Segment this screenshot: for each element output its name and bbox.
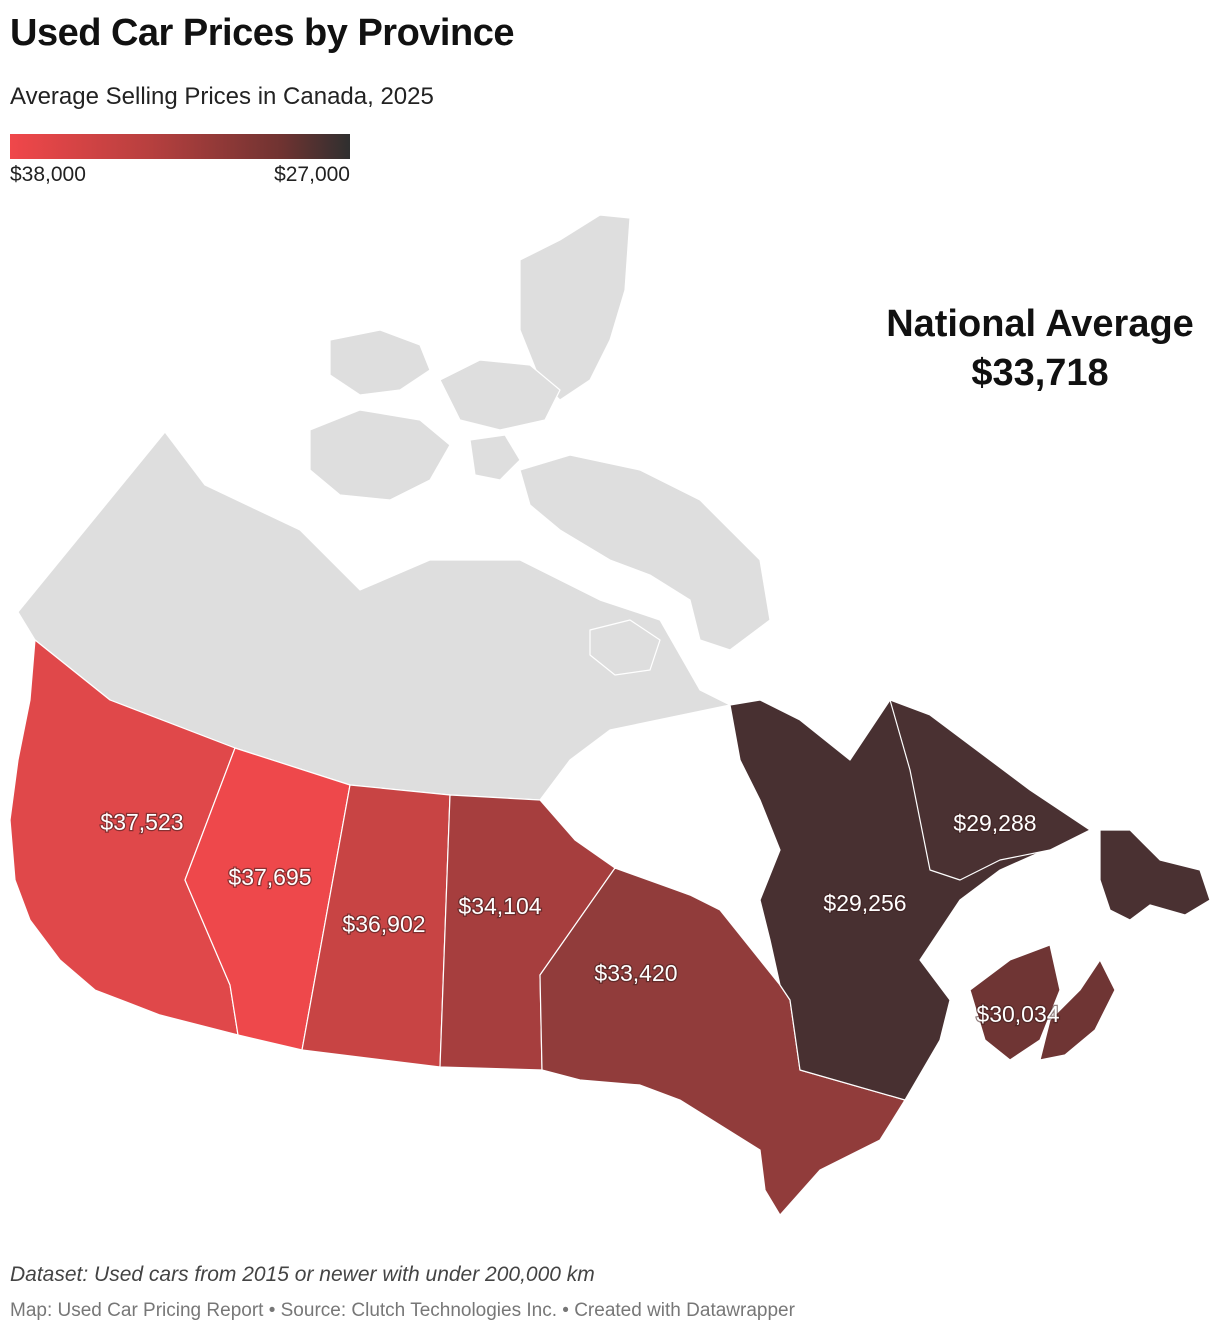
province-maritimes[interactable] [969,944,1061,1061]
label-sk: $36,902 [342,911,425,937]
label-mb: $34,104 [458,893,541,919]
chart-title: Used Car Prices by Province [10,12,514,54]
canada-map: $37,523 $37,695 $36,902 $34,104 $33,420 … [9,214,1211,1216]
label-qc: $29,256 [823,890,906,916]
arctic-island-baffin [519,454,771,651]
label-mar: $30,034 [976,1001,1059,1027]
arctic-island-ellesmere [519,214,631,401]
province-nl-island[interactable] [1099,829,1211,921]
legend-max-label: $27,000 [274,163,350,186]
legend-min-label: $38,000 [10,163,86,186]
source-credits: Map: Used Car Pricing Report • Source: C… [10,1300,795,1321]
province-nl-labrador[interactable] [889,699,1091,881]
legend-labels: $38,000 $27,000 [10,163,350,187]
dataset-note: Dataset: Used cars from 2015 or newer wi… [10,1263,595,1286]
arctic-island-small [469,434,521,481]
arctic-island-victoria [309,409,451,501]
national-average-callout: National Average $33,718 [870,300,1210,399]
legend-gradient-bar [10,134,350,159]
color-legend: $38,000 $27,000 [10,134,350,187]
label-nl: $29,288 [953,810,1036,836]
label-on: $33,420 [594,960,677,986]
province-maritimes-ns[interactable] [1039,959,1116,1061]
national-average-value: $33,718 [971,352,1109,395]
national-average-label: National Average [886,303,1194,345]
chart-subtitle: Average Selling Prices in Canada, 2025 [10,83,434,110]
label-ab: $37,695 [228,864,311,890]
province-on[interactable] [539,867,906,1216]
arctic-island-melville [329,329,431,396]
label-bc: $37,523 [100,809,183,835]
arctic-island-devon [439,359,561,431]
arctic-island-southampton [589,619,661,676]
